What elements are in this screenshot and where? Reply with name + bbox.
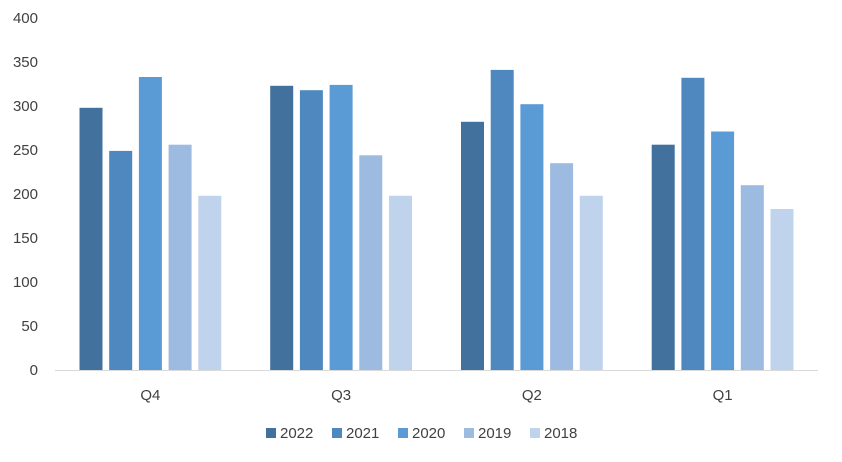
legend-label: 2019: [478, 425, 511, 442]
y-tick-label: 250: [13, 142, 38, 159]
bar-2019-q4: [168, 144, 192, 370]
y-tick-label: 300: [13, 98, 38, 115]
bar-2018-q2: [579, 195, 603, 370]
legend-label: 2022: [280, 425, 313, 442]
x-axis: Q4 Q3 Q2 Q1: [140, 387, 732, 404]
bars-group: [79, 69, 794, 371]
bar-2021-q1: [681, 77, 705, 371]
legend-label: 2018: [544, 425, 577, 442]
bar-2021-q2: [490, 69, 514, 371]
legend-swatch: [530, 428, 540, 438]
y-tick-label: 350: [13, 54, 38, 71]
bar-2022-q3: [270, 85, 294, 371]
bar-2020-q1: [711, 131, 735, 370]
legend-swatch: [398, 428, 408, 438]
y-tick-label: 150: [13, 230, 38, 247]
bar-2021-q3: [299, 90, 323, 370]
y-tick-label: 0: [30, 362, 38, 379]
bar-2019-q3: [359, 155, 383, 370]
x-tick-label: Q3: [331, 387, 351, 404]
bar-2018-q3: [389, 195, 412, 370]
y-tick-label: 50: [21, 318, 38, 335]
legend-swatch: [464, 428, 474, 438]
bar-2018-q1: [770, 209, 794, 370]
legend-swatch: [332, 428, 342, 438]
bar-2020-q3: [329, 84, 353, 371]
x-tick-label: Q1: [713, 387, 733, 404]
legend-swatch: [266, 428, 276, 438]
legend: 2022 2021 2020 2019 2018: [266, 425, 577, 442]
y-tick-label: 200: [13, 186, 38, 203]
legend-label: 2021: [346, 425, 379, 442]
y-axis: 0 50 100 150 200 250 300 350 400: [13, 10, 38, 379]
x-tick-label: Q2: [522, 387, 542, 404]
bar-2022-q1: [651, 144, 675, 370]
bar-2019-q1: [740, 185, 764, 370]
y-tick-label: 100: [13, 274, 38, 291]
y-tick-label: 400: [13, 10, 38, 27]
bar-2019-q2: [550, 163, 574, 370]
bar-2020-q4: [138, 77, 162, 370]
bar-2022-q2: [461, 121, 484, 370]
bar-2020-q2: [520, 104, 544, 370]
bar-2021-q4: [109, 150, 133, 370]
x-tick-label: Q4: [140, 387, 160, 404]
bar-2022-q4: [79, 107, 103, 371]
legend-label: 2020: [412, 425, 445, 442]
bar-2018-q4: [198, 195, 222, 370]
